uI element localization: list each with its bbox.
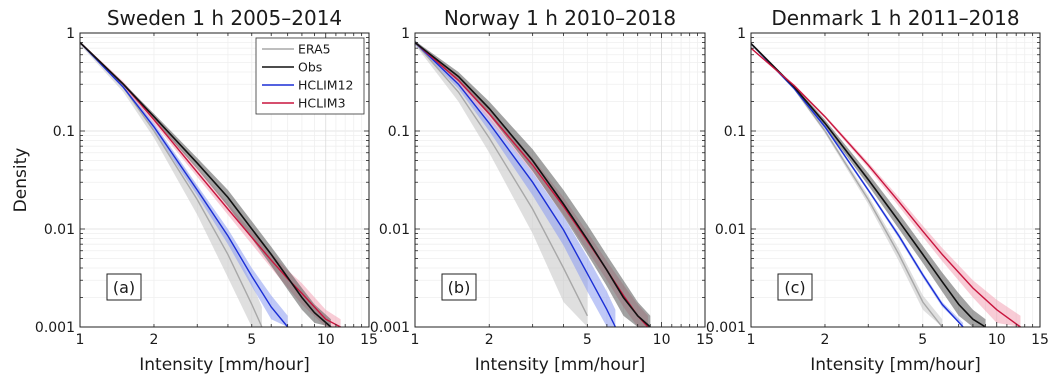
band-hclim12 [80, 41, 288, 328]
x-axis-label: Intensity [mm/hour] [810, 355, 980, 375]
y-tick-label: 0.01 [715, 222, 746, 238]
x-tick-label: 15 [1031, 332, 1048, 348]
series-line-hclim12 [414, 41, 617, 328]
x-axis-label: Intensity [mm/hour] [475, 355, 645, 375]
chart-title: Norway 1 h 2010–2018 [444, 6, 676, 30]
chart-panel-1: 0.001 0.01 0.1 1 1 2 5 10 15 Norway 1 h 2010–2018… [370, 6, 714, 375]
legend-label-era5: ERA5 [298, 42, 331, 57]
grid [415, 33, 705, 327]
ticks [750, 32, 1041, 328]
chart-title: Denmark 1 h 2011–2018 [771, 6, 1019, 30]
band-hclim12 [415, 40, 616, 328]
panel-label: (b) [448, 278, 471, 297]
x-tick-label: 5 [247, 332, 256, 348]
x-tick-label: 1 [411, 332, 420, 348]
y-tick-label: 0.1 [724, 124, 746, 140]
y-tick-label: 1 [401, 26, 410, 42]
axes-frame [414, 32, 706, 328]
panel-label-box [106, 273, 142, 301]
ticks [414, 32, 706, 328]
axes-frame [79, 32, 370, 328]
series-line-era5 [414, 42, 589, 317]
legend-box [255, 37, 365, 115]
x-tick-label: 10 [653, 332, 671, 348]
band-era5 [80, 41, 262, 328]
series-line-hclim3 [750, 47, 1021, 328]
series-line-obs [414, 41, 651, 328]
series-line-obs [750, 43, 986, 328]
band-era5 [751, 42, 943, 327]
x-tick-label: 15 [360, 332, 378, 348]
y-tick-label: 0.1 [53, 124, 75, 140]
x-tick-label: 1 [76, 332, 85, 348]
x-tick-label: 15 [696, 332, 714, 348]
series-line-hclim12 [750, 43, 964, 328]
chart-title: Sweden 1 h 2005–2014 [107, 6, 342, 30]
ticks [79, 32, 370, 328]
band-hclim12 [751, 43, 964, 327]
series-line-obs [79, 41, 332, 328]
y-tick-label: 0.001 [370, 320, 410, 336]
x-axis-label: Intensity [mm/hour] [139, 355, 309, 375]
panel-label-box [441, 273, 477, 301]
x-tick-label: 10 [988, 332, 1006, 348]
panel-label: (a) [113, 278, 135, 297]
y-tick-label: 1 [66, 26, 75, 42]
x-tick-label: 2 [821, 332, 830, 348]
legend-label-hclim12: HCLIM12 [298, 78, 353, 93]
x-tick-label: 10 [317, 332, 335, 348]
legend-label-obs: Obs [298, 60, 322, 75]
panel-label: (c) [784, 278, 805, 297]
band-obs [751, 42, 986, 327]
y-tick-label: 0.001 [35, 320, 75, 336]
y-tick-label: 0.01 [44, 222, 75, 238]
y-tick-label: 1 [737, 26, 746, 42]
x-tick-label: 1 [747, 332, 756, 348]
axes-frame [750, 32, 1041, 328]
legend-label-hclim3: HCLIM3 [298, 96, 346, 111]
panel-label-box [777, 273, 813, 301]
y-axis-label: Density [11, 148, 31, 213]
legend: ERA5 Obs HCLIM12 HCLIM3 [255, 37, 365, 115]
x-tick-label: 5 [918, 332, 927, 348]
series-line-hclim12 [79, 42, 289, 328]
x-tick-label: 2 [485, 332, 494, 348]
y-tick-label: 0.001 [706, 320, 746, 336]
series-line-hclim3 [79, 41, 341, 328]
x-tick-label: 5 [583, 332, 592, 348]
y-tick-label: 0.1 [388, 124, 410, 140]
band-era5 [415, 40, 588, 328]
chart-panel-2: 0.001 0.01 0.1 1 1 2 5 10 15 Denmark 1 h 2011–201… [706, 6, 1048, 375]
band-hclim3 [751, 47, 1021, 327]
y-tick-label: 0.01 [379, 222, 410, 238]
x-tick-label: 2 [150, 332, 159, 348]
band-obs [415, 40, 651, 328]
